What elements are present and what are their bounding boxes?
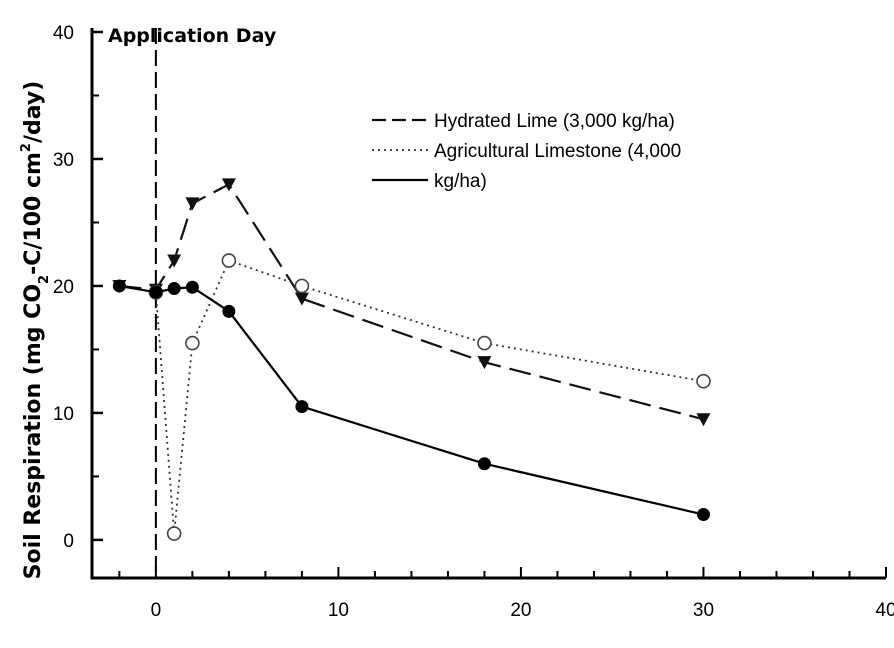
- series-line: [119, 182, 704, 421]
- filled-circle-marker: [112, 279, 126, 293]
- triangle-marker: [696, 413, 711, 427]
- legend-label: Agricultural Limestone (4,000: [434, 141, 681, 162]
- filled-circle-marker: [185, 280, 199, 294]
- open-circle-marker: [477, 335, 492, 351]
- filled-circle-marker: [696, 508, 710, 522]
- legend: Hydrated Lime (3,000 kg/ha) Agricultural …: [372, 111, 681, 192]
- application-day-label: Application Day: [108, 25, 277, 47]
- x-tick-label: 30: [693, 600, 714, 621]
- x-tick-label: 20: [510, 600, 531, 621]
- series-line: [154, 259, 704, 534]
- filled-circle-marker: [149, 285, 163, 299]
- series-3: [112, 279, 710, 522]
- x-tick-label: 40: [875, 600, 894, 621]
- plot-area: [112, 178, 711, 541]
- x-tick-label: 10: [328, 600, 349, 621]
- x-tick-label: 0: [151, 600, 162, 621]
- legend-label: kg/ha): [434, 171, 487, 192]
- triangle-marker: [221, 178, 236, 192]
- y-tick-label: 30: [53, 150, 74, 171]
- open-circle-marker: [294, 278, 310, 294]
- legend-label: Hydrated Lime (3,000 kg/ha): [434, 111, 675, 132]
- triangle-marker: [477, 356, 492, 370]
- filled-circle-marker: [477, 457, 491, 471]
- y-tick-label: 40: [53, 23, 74, 44]
- open-circle-marker: [166, 526, 182, 541]
- filled-circle-marker: [295, 400, 309, 414]
- filled-circle-marker: [167, 281, 181, 295]
- y-tick-label: 0: [63, 531, 74, 552]
- open-circle-marker: [696, 373, 711, 389]
- triangle-marker: [185, 197, 200, 211]
- axes: 0 10 20 30 40 0 10 20 30 40: [53, 23, 894, 621]
- triangle-marker: [294, 292, 309, 306]
- open-circle-marker: [221, 253, 237, 268]
- filled-circle-marker: [222, 304, 236, 318]
- series-1: [112, 178, 711, 427]
- y-tick-label: 10: [53, 404, 74, 425]
- y-axis-label: Soil Respiration (mg CO2-C/100 cm2/day): [19, 81, 52, 580]
- open-circle-marker: [185, 335, 200, 351]
- triangle-marker: [167, 254, 182, 268]
- series-2: [148, 253, 711, 541]
- y-tick-label: 20: [53, 277, 74, 298]
